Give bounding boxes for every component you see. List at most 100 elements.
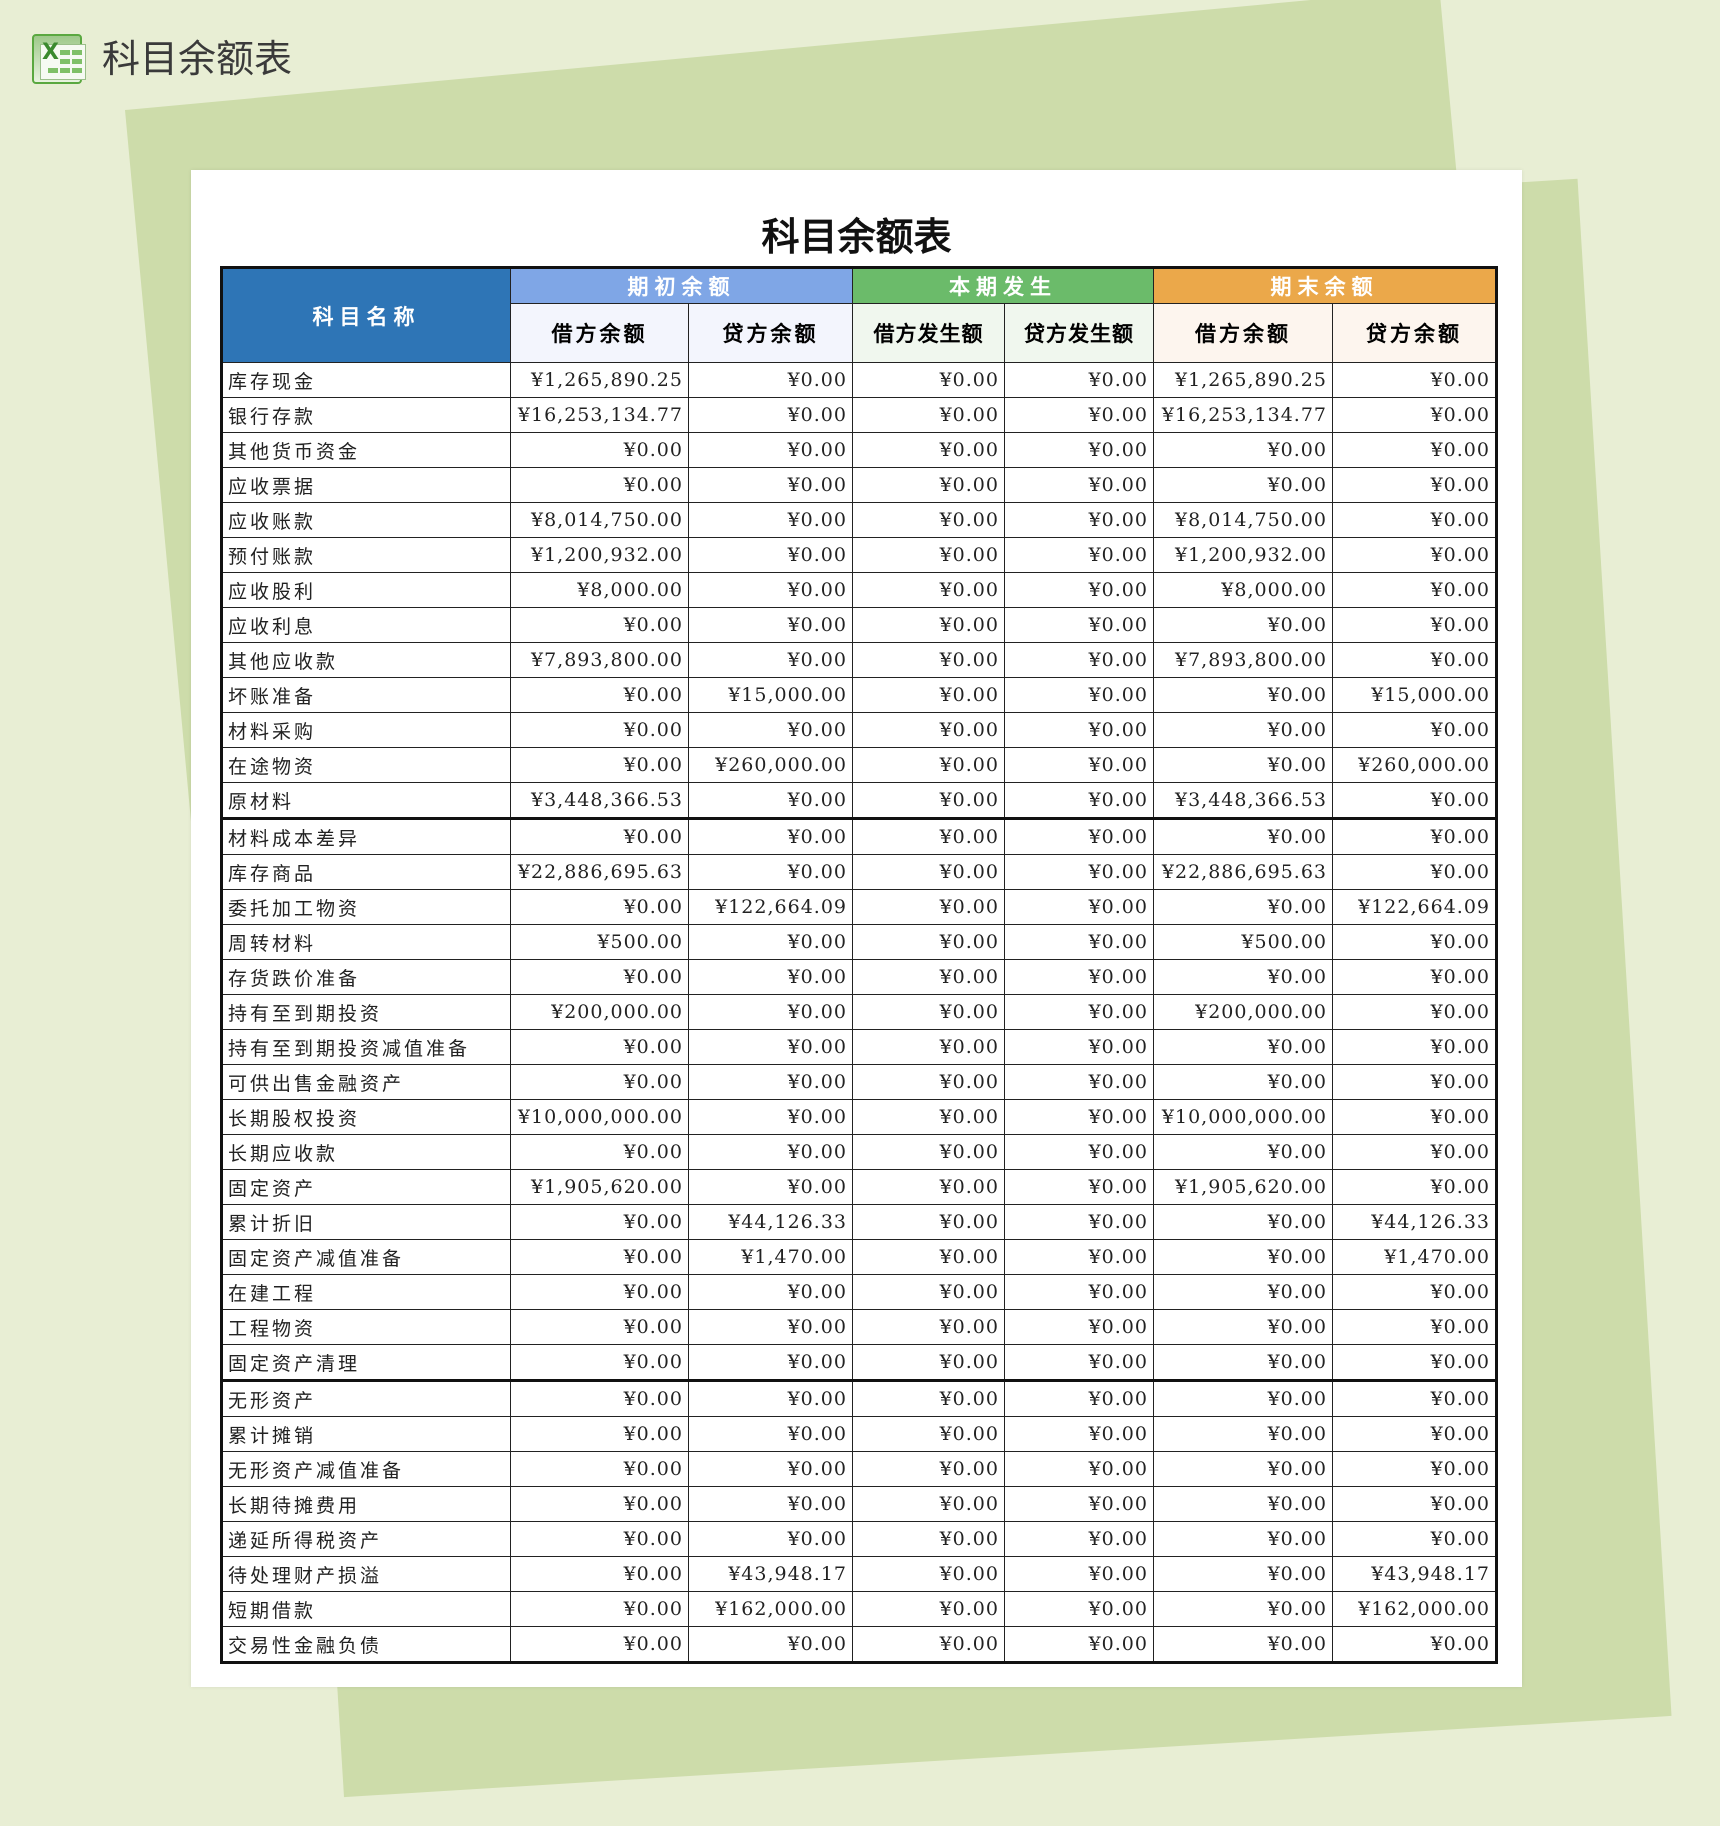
closing-debit-cell[interactable]: ¥0.00 [1153,1204,1333,1240]
current-credit-cell[interactable]: ¥0.00 [1004,889,1154,925]
opening-credit-cell[interactable]: ¥0.00 [688,1029,853,1065]
opening-credit-cell[interactable]: ¥15,000.00 [688,677,853,713]
current-credit-cell[interactable]: ¥0.00 [1004,1416,1154,1452]
closing-credit-cell[interactable]: ¥0.00 [1332,782,1497,820]
account-name-cell[interactable]: 长期应收款 [221,1134,511,1170]
opening-debit-cell[interactable]: ¥0.00 [510,1521,689,1557]
account-name-cell[interactable]: 持有至到期投资 [221,994,511,1030]
current-debit-cell[interactable]: ¥0.00 [852,1416,1005,1452]
opening-credit-cell[interactable]: ¥0.00 [688,1380,853,1417]
closing-credit-cell[interactable]: ¥0.00 [1332,1064,1497,1100]
account-name-cell[interactable]: 交易性金融负债 [221,1626,511,1663]
opening-debit-cell[interactable]: ¥0.00 [510,712,689,748]
current-debit-cell[interactable]: ¥0.00 [852,1239,1005,1275]
opening-credit-cell[interactable]: ¥0.00 [688,1451,853,1487]
closing-credit-cell[interactable]: ¥0.00 [1332,432,1497,468]
opening-credit-cell[interactable]: ¥0.00 [688,1309,853,1345]
opening-credit-cell[interactable]: ¥0.00 [688,1521,853,1557]
closing-debit-cell[interactable]: ¥22,886,695.63 [1153,854,1333,890]
current-debit-cell[interactable]: ¥0.00 [852,1134,1005,1170]
current-credit-cell[interactable]: ¥0.00 [1004,1521,1154,1557]
opening-credit-cell[interactable]: ¥1,470.00 [688,1239,853,1275]
opening-credit-cell[interactable]: ¥0.00 [688,818,853,855]
closing-credit-cell[interactable]: ¥0.00 [1332,607,1497,643]
current-debit-cell[interactable]: ¥0.00 [852,502,1005,538]
closing-debit-cell[interactable]: ¥0.00 [1153,1556,1333,1592]
closing-credit-cell[interactable]: ¥0.00 [1332,362,1497,398]
opening-debit-cell[interactable]: ¥0.00 [510,1380,689,1417]
opening-credit-cell[interactable]: ¥162,000.00 [688,1591,853,1627]
opening-credit-cell[interactable]: ¥0.00 [688,397,853,433]
account-name-cell[interactable]: 无形资产 [221,1380,511,1417]
account-name-cell[interactable]: 存货跌价准备 [221,959,511,995]
current-debit-cell[interactable]: ¥0.00 [852,467,1005,503]
closing-debit-cell[interactable]: ¥500.00 [1153,924,1333,960]
opening-debit-cell[interactable]: ¥0.00 [510,1626,689,1663]
opening-credit-cell[interactable]: ¥0.00 [688,1344,853,1382]
account-name-cell[interactable]: 长期股权投资 [221,1099,511,1135]
current-debit-cell[interactable]: ¥0.00 [852,1204,1005,1240]
account-name-cell[interactable]: 材料成本差异 [221,818,511,855]
opening-debit-cell[interactable]: ¥0.00 [510,677,689,713]
opening-credit-cell[interactable]: ¥0.00 [688,1274,853,1310]
opening-debit-cell[interactable]: ¥0.00 [510,1344,689,1382]
closing-credit-cell[interactable]: ¥0.00 [1332,818,1497,855]
opening-debit-cell[interactable]: ¥0.00 [510,889,689,925]
current-credit-cell[interactable]: ¥0.00 [1004,677,1154,713]
current-debit-cell[interactable]: ¥0.00 [852,889,1005,925]
closing-debit-cell[interactable]: ¥0.00 [1153,818,1333,855]
opening-debit-cell[interactable]: ¥0.00 [510,467,689,503]
account-name-cell[interactable]: 库存现金 [221,362,511,398]
account-name-cell[interactable]: 原材料 [221,782,511,820]
account-name-cell[interactable]: 递延所得税资产 [221,1521,511,1557]
opening-debit-cell[interactable]: ¥0.00 [510,818,689,855]
current-debit-cell[interactable]: ¥0.00 [852,642,1005,678]
account-name-cell[interactable]: 固定资产 [221,1169,511,1205]
current-debit-cell[interactable]: ¥0.00 [852,854,1005,890]
current-debit-cell[interactable]: ¥0.00 [852,818,1005,855]
closing-debit-cell[interactable]: ¥0.00 [1153,1626,1333,1663]
account-name-cell[interactable]: 短期借款 [221,1591,511,1627]
current-debit-cell[interactable]: ¥0.00 [852,1521,1005,1557]
current-debit-cell[interactable]: ¥0.00 [852,924,1005,960]
account-name-cell[interactable]: 在建工程 [221,1274,511,1310]
closing-credit-cell[interactable]: ¥0.00 [1332,572,1497,608]
current-credit-cell[interactable]: ¥0.00 [1004,397,1154,433]
current-credit-cell[interactable]: ¥0.00 [1004,607,1154,643]
current-debit-cell[interactable]: ¥0.00 [852,1626,1005,1663]
opening-debit-cell[interactable]: ¥1,200,932.00 [510,537,689,573]
closing-debit-cell[interactable]: ¥0.00 [1153,677,1333,713]
current-credit-cell[interactable]: ¥0.00 [1004,642,1154,678]
closing-credit-cell[interactable]: ¥0.00 [1332,537,1497,573]
current-credit-cell[interactable]: ¥0.00 [1004,572,1154,608]
closing-credit-cell[interactable]: ¥0.00 [1332,502,1497,538]
closing-debit-cell[interactable]: ¥16,253,134.77 [1153,397,1333,433]
account-name-cell[interactable]: 长期待摊费用 [221,1486,511,1522]
current-credit-cell[interactable]: ¥0.00 [1004,1099,1154,1135]
opening-credit-cell[interactable]: ¥0.00 [688,537,853,573]
current-credit-cell[interactable]: ¥0.00 [1004,1309,1154,1345]
current-credit-cell[interactable]: ¥0.00 [1004,1134,1154,1170]
closing-debit-cell[interactable]: ¥0.00 [1153,467,1333,503]
opening-debit-cell[interactable]: ¥0.00 [510,1556,689,1592]
closing-credit-cell[interactable]: ¥0.00 [1332,467,1497,503]
opening-debit-cell[interactable]: ¥0.00 [510,1204,689,1240]
closing-debit-cell[interactable]: ¥0.00 [1153,1344,1333,1382]
opening-debit-cell[interactable]: ¥8,014,750.00 [510,502,689,538]
closing-debit-cell[interactable]: ¥0.00 [1153,1380,1333,1417]
opening-credit-cell[interactable]: ¥0.00 [688,1486,853,1522]
current-credit-cell[interactable]: ¥0.00 [1004,1274,1154,1310]
opening-debit-cell[interactable]: ¥0.00 [510,432,689,468]
current-debit-cell[interactable]: ¥0.00 [852,712,1005,748]
current-debit-cell[interactable]: ¥0.00 [852,1556,1005,1592]
current-credit-cell[interactable]: ¥0.00 [1004,782,1154,820]
closing-credit-cell[interactable]: ¥162,000.00 [1332,1591,1497,1627]
closing-credit-cell[interactable]: ¥0.00 [1332,854,1497,890]
current-credit-cell[interactable]: ¥0.00 [1004,502,1154,538]
current-credit-cell[interactable]: ¥0.00 [1004,1451,1154,1487]
account-name-cell[interactable]: 固定资产减值准备 [221,1239,511,1275]
current-debit-cell[interactable]: ¥0.00 [852,994,1005,1030]
current-credit-cell[interactable]: ¥0.00 [1004,924,1154,960]
closing-debit-cell[interactable]: ¥0.00 [1153,1486,1333,1522]
current-debit-cell[interactable]: ¥0.00 [852,1591,1005,1627]
